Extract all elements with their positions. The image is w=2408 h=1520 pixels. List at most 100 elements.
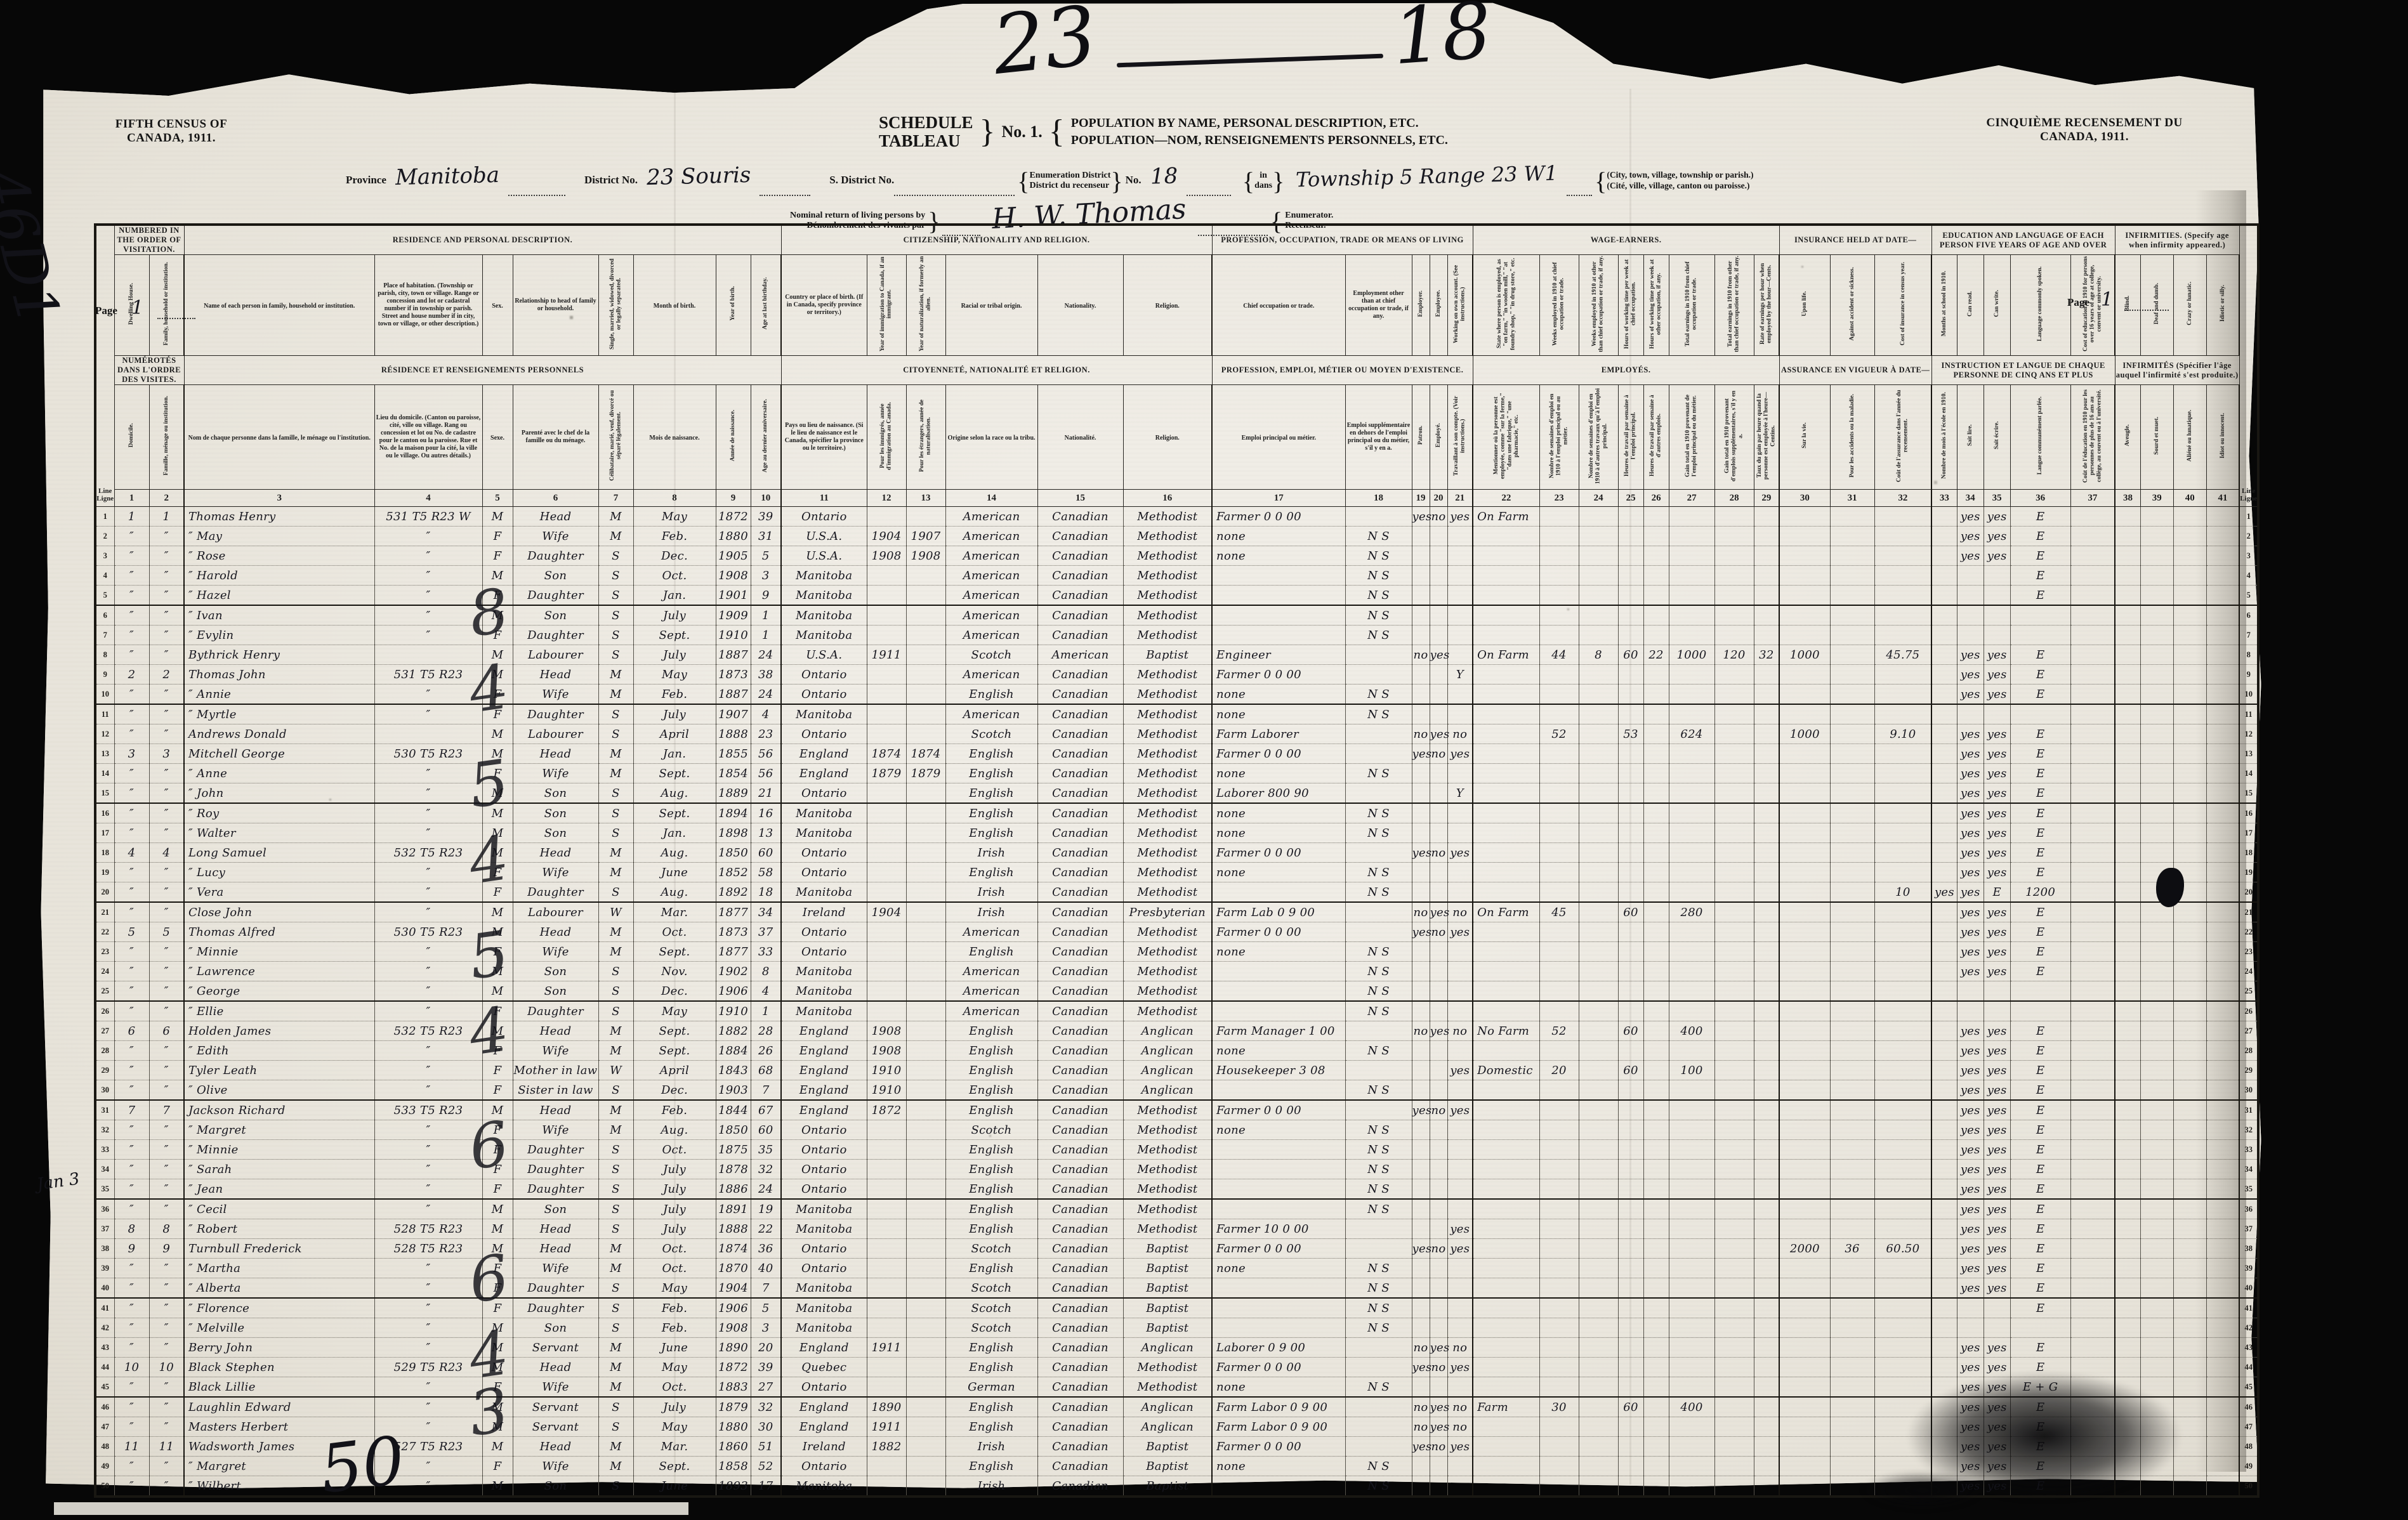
table-cell	[1753, 842, 1780, 863]
table-cell	[1668, 506, 1715, 527]
column-header: Pays ou lieu de naissance. (Si le lieu d…	[780, 384, 867, 490]
cell-value: Aug.	[661, 1123, 688, 1137]
table-cell: yes	[1956, 1357, 1984, 1377]
brace-glyph: {	[1242, 166, 1255, 195]
table-cell	[1617, 664, 1644, 685]
cell-value: Anglican	[1141, 1024, 1194, 1038]
section-header-fr: INFIRMITÉS (Spécifier l'âge auquel l'inf…	[2114, 355, 2240, 385]
column-number: 41	[2206, 489, 2240, 507]
cell-value: no	[1431, 747, 1446, 761]
table-cell	[1447, 1080, 1474, 1101]
cell-value: S	[612, 1004, 620, 1018]
table-cell: yes	[1983, 862, 2011, 882]
table-cell	[1714, 1040, 1754, 1061]
cell-value: yes	[1960, 1261, 1980, 1275]
table-cell: ″	[374, 981, 483, 1002]
cell-value: Ontario	[801, 846, 847, 860]
table-cell	[1983, 981, 2011, 1002]
cell-value: M	[610, 846, 622, 860]
column-header: Upon life.	[1779, 254, 1831, 356]
table-cell: ″	[114, 684, 150, 705]
cell-value: 45.75	[1886, 648, 1920, 662]
column-header-label: Pays ou lieu de naissance. (Si le lieu d…	[784, 422, 864, 452]
cell-value: S	[612, 648, 620, 662]
table-cell: F	[482, 1258, 513, 1278]
table-cell	[1753, 763, 1780, 783]
table-cell	[1829, 605, 1875, 626]
table-cell: ″	[114, 1060, 150, 1080]
table-cell	[2114, 1357, 2141, 1377]
cell-value: ″	[129, 786, 135, 800]
cell-value: yes	[1960, 766, 1980, 780]
column-header-label: Dwelling House.	[128, 282, 135, 325]
cell-value: ″	[164, 608, 169, 622]
table-cell	[2114, 1318, 2141, 1338]
table-cell	[1617, 1100, 1644, 1120]
table-cell	[1714, 1179, 1754, 1200]
table-cell	[866, 1456, 907, 1476]
table-cell: yes	[1956, 1258, 1984, 1278]
table-cell	[2070, 763, 2116, 783]
table-cell	[905, 1417, 946, 1437]
table-cell	[1472, 605, 1540, 626]
table-cell	[1714, 803, 1754, 823]
table-cell: M	[482, 981, 513, 1002]
line-number: 4	[2239, 565, 2259, 586]
table-cell	[2173, 1001, 2207, 1021]
table-cell: M	[482, 803, 513, 823]
table-cell	[2173, 961, 2207, 981]
cell-value: yes	[1960, 1242, 1980, 1255]
cell-value: May	[661, 1360, 688, 1374]
table-cell: M	[598, 763, 634, 783]
table-cell: yes	[1983, 803, 2011, 823]
table-cell	[1829, 1139, 1875, 1160]
table-cell: yes	[1983, 1417, 2011, 1437]
cell-value: ″	[164, 1420, 169, 1434]
table-cell: ″	[374, 902, 483, 922]
cell-value: 19	[758, 1202, 773, 1216]
cell-value: 1910	[718, 1004, 748, 1018]
table-cell: M	[598, 1238, 634, 1259]
cell-value: 8	[162, 1222, 171, 1236]
table-cell: E	[2010, 1436, 2071, 1457]
column-header: Racial or tribal origin.	[945, 254, 1038, 356]
column-number: 28	[1714, 489, 1754, 507]
person-name-cell: ″ George	[183, 981, 375, 1002]
table-cell	[1753, 506, 1780, 527]
table-cell	[1874, 1179, 1933, 1200]
cell-value: E	[2036, 1182, 2045, 1196]
column-header-label: Country or place of birth. (If in Canada…	[785, 294, 864, 316]
person-name-cell: ″ Walter	[183, 823, 375, 843]
table-cell	[2173, 1238, 2207, 1259]
table-cell: yes	[1983, 684, 2011, 705]
cell-value: 1898	[718, 826, 748, 840]
cell-value: F	[493, 687, 502, 701]
table-cell: Farmer 0 0 00	[1211, 506, 1346, 527]
table-cell: Sept.	[633, 1456, 716, 1476]
table-cell	[1617, 1258, 1644, 1278]
person-name-cell: ″ Vera	[183, 882, 375, 903]
person-name: ″ Rose	[188, 549, 226, 563]
table-cell	[1753, 744, 1780, 764]
brace-glyph: }	[1272, 166, 1285, 195]
table-cell: yes	[1956, 1397, 1984, 1417]
cell-value: Wife	[542, 766, 569, 780]
cell-value: E	[2036, 766, 2045, 780]
table-cell: June	[633, 1337, 716, 1358]
table-cell: Farmer 0 0 00	[1211, 664, 1346, 685]
table-cell	[2206, 1120, 2240, 1140]
person-name-cell: ″ May	[183, 526, 375, 546]
table-cell: E	[2010, 645, 2071, 665]
table-cell	[1429, 1159, 1448, 1179]
table-cell	[2173, 1397, 2207, 1417]
table-cell	[2140, 1199, 2174, 1219]
cell-value: Methodist	[1137, 1162, 1198, 1176]
table-cell: yes	[1983, 902, 2011, 922]
column-header: Year of birth.	[715, 254, 751, 356]
table-cell: ″	[374, 763, 483, 783]
table-cell	[2173, 1080, 2207, 1101]
cell-value: Aug.	[661, 846, 688, 860]
cell-value: E	[2036, 1222, 2045, 1236]
table-cell	[2070, 1436, 2116, 1457]
cell-value: Head	[539, 1024, 572, 1038]
